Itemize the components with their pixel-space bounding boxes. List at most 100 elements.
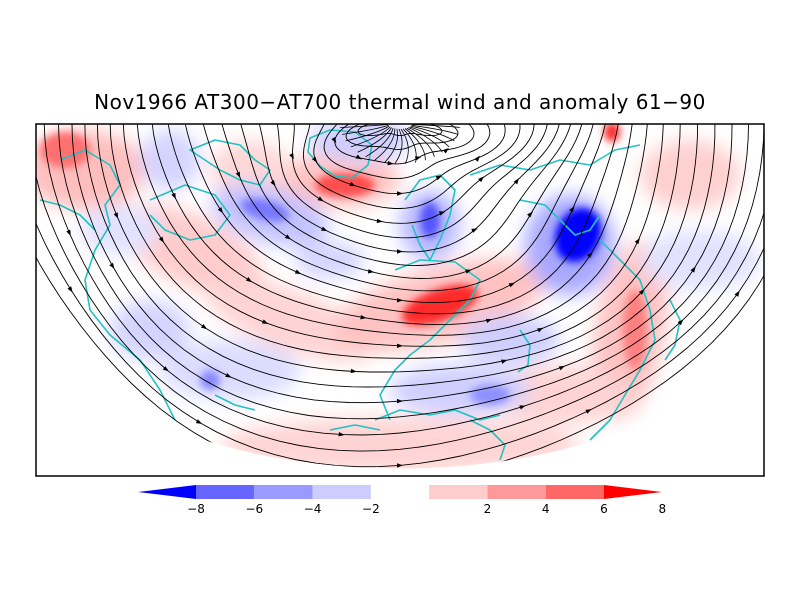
colorbar: −8 −6 −4 −2 2 4 6 8 [138,485,666,516]
streamline-arrow [317,196,324,202]
streamline [404,128,426,161]
coastline-north-america [59,149,176,421]
streamline [136,124,648,336]
streamline-arrow [397,398,403,404]
streamline [341,124,389,135]
streamline-arrow [397,249,403,254]
streamline [410,125,455,142]
colorbar-tick-label: −4 [304,502,322,516]
coastline-india [469,419,506,461]
negative-anomaly-core [420,202,440,238]
streamline-arrow [311,156,318,163]
positive-anomaly-area [204,278,376,362]
streamline-arrow [527,211,533,218]
streamline-arrow [677,319,684,326]
streamline-arrow [113,212,119,219]
negative-anomaly-area [110,300,190,360]
streamline-arrow [387,160,394,166]
map-frame [35,123,765,477]
streamline-arrow [414,156,422,161]
streamline [58,124,749,420]
streamline-arrow [289,153,294,160]
streamline-arrow [367,269,375,274]
streamline [240,124,572,266]
streamline-arrow [485,318,493,324]
streamline-arrow [634,238,640,245]
streamline-arrow [508,282,516,288]
streamline-arrow [397,343,403,348]
colorbar-tick-label: 8 [658,502,666,516]
streamline-arrow [171,192,176,200]
streamline-arrow [435,175,443,181]
streamline-arrow [513,178,519,185]
colorbar-tick-label: 2 [484,502,492,516]
streamline-arrow [217,207,224,214]
streamline-arrow [478,176,484,183]
colorbar-swatch [196,485,255,499]
coastline-arctic-islands [189,139,271,186]
streamline-arrow [376,218,383,224]
colorbar-tick-label: −2 [362,502,380,516]
streamline [400,128,409,164]
streamline [345,125,390,142]
streamline [97,124,698,373]
streamline [151,124,633,326]
streamline-arrow [558,365,565,371]
negative-anomaly-area [140,130,200,190]
coastline-siberia [519,199,601,236]
positive-anomaly-area [640,140,740,210]
streamline [202,124,594,292]
negative-anomaly-area [80,205,160,255]
streamline-arrow [465,269,472,274]
positive-anomaly-core [315,173,375,197]
colorbar-swatch [254,485,313,499]
streamline-arrow [537,327,544,333]
coastline-mediterranean [374,409,501,421]
streamline [409,126,450,148]
coastline-caribbean [214,394,256,411]
streamline [323,124,491,180]
streamline [345,124,459,150]
streamline-arrow [355,154,362,160]
colorbar-swatch [370,485,430,499]
colorbar-swatch [312,485,371,499]
positive-anomaly-area [210,140,290,200]
streamlines [36,124,764,469]
coastline-japan [664,299,681,361]
streamline-arrow [235,171,241,179]
streamline-arrow [500,359,508,364]
streamline [384,128,398,163]
coastline-east-asia [589,239,656,441]
streamline-arrow [638,289,645,295]
streamline [167,124,619,315]
streamline-arrow [360,315,367,320]
streamline [411,124,459,135]
streamline-arrow [109,262,115,269]
streamline [374,128,396,161]
colorbar-swatch [545,485,604,499]
streamline-arrow [471,228,478,233]
streamline-arrow [284,234,292,240]
streamline-arrow [245,276,253,283]
streamline-arrow [321,226,328,232]
streamline [394,128,403,165]
streamline-arrow [225,372,232,378]
streamline-arrow [569,206,575,213]
streamline-arrow [270,179,276,187]
streamline [365,127,394,158]
positive-anomaly-area [490,365,630,425]
coastline-north-africa [329,424,381,431]
streamline-arrow [338,432,345,437]
streamline-arrow [690,266,696,273]
streamline [357,124,443,137]
streamline [221,124,583,279]
streamline [292,124,535,224]
colorbar-tick-label: 4 [542,502,550,516]
coastline-alaska [39,199,96,231]
coastline-hudson-bay [149,184,231,241]
negative-anomaly-area [460,315,560,365]
streamline [43,124,764,436]
streamline [408,127,443,153]
colorbar-swatch [138,485,196,499]
